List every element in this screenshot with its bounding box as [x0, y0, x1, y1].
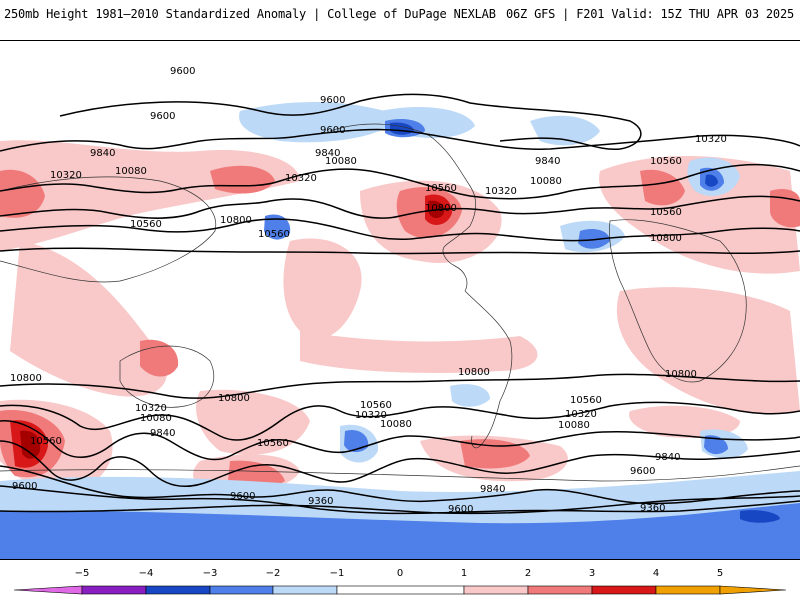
contour-label: 10560 [425, 183, 457, 194]
colorbar-tick: −2 [266, 568, 281, 579]
run-info: 06Z GFS | F201 Valid: 15Z THU APR 03 202… [505, 7, 794, 21]
contour-label: 10320 [285, 173, 317, 184]
contour-label: 10080 [380, 419, 412, 430]
colorbar-tick: 1 [461, 568, 467, 579]
colorbar-swatch [527, 585, 593, 595]
coastlines [0, 123, 800, 482]
contour-labels: 9600 9600 9600 9600 9840 9840 9840 10320… [10, 66, 727, 515]
contour-label: 9600 [630, 466, 655, 477]
contour-label: 10560 [360, 400, 392, 411]
anomaly-map: 9600 9600 9600 9600 9840 9840 9840 10320… [0, 66, 800, 559]
colorbar-swatch [463, 585, 529, 595]
colorbar-swatch [272, 585, 338, 595]
contour-label: 10800 [218, 393, 250, 404]
contour-label: 10560 [570, 395, 602, 406]
contour-label: 9840 [535, 156, 560, 167]
contour-label: 9600 [230, 491, 255, 502]
contour-label: 9600 [448, 504, 473, 515]
contour-label: 9840 [150, 428, 175, 439]
contour-label: 10800 [220, 215, 252, 226]
contour-label: 10800 [458, 367, 490, 378]
colorbar-cap-left [13, 585, 83, 595]
contour-label: 9360 [640, 503, 665, 514]
colorbar-tick: 0 [397, 568, 403, 579]
colorbar-swatch [655, 585, 721, 595]
contour-label: 9600 [12, 481, 37, 492]
contour-label: 9840 [90, 148, 115, 159]
contour-label: 10320 [355, 410, 387, 421]
colorbar-tick: −5 [75, 568, 90, 579]
map-area[interactable]: 9600 9600 9600 9600 9840 9840 9840 10320… [0, 40, 800, 560]
colorbar-tick: 5 [717, 568, 723, 579]
colorbar-swatch [336, 585, 465, 595]
colorbar-tick: −1 [330, 568, 345, 579]
colorbar-tick: 3 [589, 568, 595, 579]
contour-label: 10320 [695, 134, 727, 145]
contour-label: 9840 [315, 148, 340, 159]
contour-label: 10080 [530, 176, 562, 187]
contour-label: 10320 [565, 409, 597, 420]
colorbar-swatch [145, 585, 211, 595]
contour-label: 9600 [170, 66, 195, 77]
contour-label: 10800 [10, 373, 42, 384]
contour-label: 9840 [655, 452, 680, 463]
contour-label: 10560 [650, 207, 682, 218]
contour-label: 10080 [558, 420, 590, 431]
height-contours [0, 93, 800, 515]
contour-label: 9600 [320, 125, 345, 136]
contour-label: 10320 [50, 170, 82, 181]
contour-label: 10560 [258, 229, 290, 240]
contour-label: 10800 [650, 233, 682, 244]
colorbar-tick: −4 [139, 568, 154, 579]
contour-label: 9840 [480, 484, 505, 495]
colorbar-cap-right [719, 585, 787, 595]
contour-label: 9600 [320, 95, 345, 106]
contour-label: 10080 [325, 156, 357, 167]
contour-label: 10080 [140, 413, 172, 424]
colorbar-tick: 4 [653, 568, 659, 579]
contour-label: 10560 [130, 219, 162, 230]
contour-label: 10560 [30, 436, 62, 447]
colorbar-ticks: −5 −4 −3 −2 −1 0 1 2 3 4 5 [75, 568, 724, 579]
contour-label: 10320 [485, 186, 517, 197]
colorbar-tick: 2 [525, 568, 531, 579]
map-title: 250mb Height 1981–2010 Standardized Anom… [4, 7, 496, 21]
contour-label: 9600 [150, 111, 175, 122]
colorbar-swatch [81, 585, 147, 595]
contour-label: 10080 [115, 166, 147, 177]
contour-label: 10800 [665, 369, 697, 380]
contour-label: 10560 [257, 438, 289, 449]
colorbar-swatches [13, 585, 787, 595]
colorbar: −5 −4 −3 −2 −1 0 1 2 3 4 5 [0, 562, 800, 600]
colorbar-swatch [209, 585, 274, 595]
header: 250mb Height 1981–2010 Standardized Anom… [0, 0, 800, 40]
contour-label: 10800 [425, 203, 457, 214]
contour-label: 10320 [135, 403, 167, 414]
contour-label: 10560 [650, 156, 682, 167]
colorbar-tick: −3 [203, 568, 218, 579]
contour-label: 9360 [308, 496, 333, 507]
colorbar-swatch [591, 585, 657, 595]
